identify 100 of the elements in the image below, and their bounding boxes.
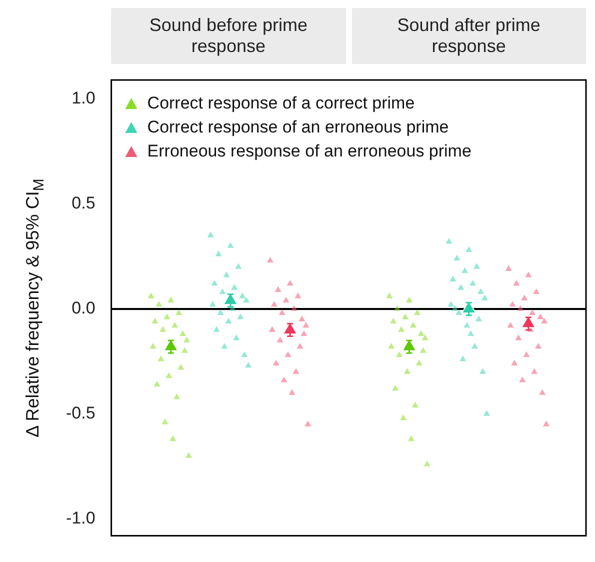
point xyxy=(541,318,548,324)
point xyxy=(458,284,464,290)
point xyxy=(410,322,416,328)
point xyxy=(270,300,278,307)
point xyxy=(416,360,422,366)
point xyxy=(412,402,418,408)
point xyxy=(509,300,516,307)
point xyxy=(274,286,282,292)
point xyxy=(469,280,476,286)
point xyxy=(215,250,222,256)
point xyxy=(284,351,292,358)
point xyxy=(406,296,413,302)
point xyxy=(402,314,409,320)
point xyxy=(296,342,304,349)
point xyxy=(302,322,310,328)
point xyxy=(245,362,252,368)
legend-label: Erroneous response of an erroneous prime xyxy=(147,142,472,161)
point xyxy=(479,368,486,374)
point xyxy=(290,305,298,311)
point xyxy=(154,380,160,386)
point xyxy=(152,318,158,324)
y-tick-label: 0.0 xyxy=(72,298,96,318)
point xyxy=(483,410,490,416)
text: Sound before prime response xyxy=(111,8,346,64)
point xyxy=(535,342,542,349)
point xyxy=(515,334,522,340)
point xyxy=(276,336,284,342)
point xyxy=(150,342,156,349)
point xyxy=(404,368,411,374)
point xyxy=(178,364,184,370)
point xyxy=(446,238,452,244)
point xyxy=(166,372,172,378)
point xyxy=(209,300,216,307)
point xyxy=(223,272,230,278)
text: Sound after prime response xyxy=(352,8,586,64)
point xyxy=(213,326,220,332)
point xyxy=(519,376,526,382)
point xyxy=(268,326,276,332)
point xyxy=(402,338,417,352)
point xyxy=(464,322,470,328)
point xyxy=(521,294,528,300)
point xyxy=(539,389,546,395)
point xyxy=(452,305,458,311)
point xyxy=(513,280,520,286)
point xyxy=(292,368,300,374)
point xyxy=(422,334,428,340)
point xyxy=(227,242,234,248)
point xyxy=(207,232,214,238)
point xyxy=(394,305,401,311)
point xyxy=(180,330,186,336)
point xyxy=(408,435,415,442)
point xyxy=(531,368,538,374)
point xyxy=(388,342,395,349)
y-tick-label: -0.5 xyxy=(66,404,96,423)
point xyxy=(148,292,154,298)
point xyxy=(168,296,174,302)
point xyxy=(158,356,164,362)
y-tick-label: 1.0 xyxy=(72,88,96,108)
point xyxy=(537,314,544,320)
point xyxy=(450,276,456,282)
point xyxy=(523,351,530,358)
point xyxy=(398,326,405,332)
point xyxy=(237,314,244,320)
point xyxy=(170,435,176,442)
point xyxy=(282,296,290,302)
point xyxy=(525,272,532,278)
point xyxy=(233,334,240,340)
point xyxy=(298,316,306,322)
point xyxy=(181,347,188,353)
point xyxy=(424,460,430,466)
point xyxy=(231,284,238,290)
point xyxy=(418,330,424,336)
point xyxy=(304,420,312,426)
legend-label: Correct response of a correct prime xyxy=(147,94,415,113)
point xyxy=(286,280,294,286)
point xyxy=(225,318,232,324)
point xyxy=(511,360,518,366)
point xyxy=(266,256,274,263)
point xyxy=(219,288,226,294)
point xyxy=(176,309,182,316)
point xyxy=(185,452,192,458)
point xyxy=(481,294,488,300)
point xyxy=(294,292,302,298)
point xyxy=(392,384,399,391)
point xyxy=(217,309,224,316)
point xyxy=(471,342,478,349)
point xyxy=(280,376,288,382)
point xyxy=(505,265,512,271)
point xyxy=(183,336,190,342)
point xyxy=(466,246,472,252)
point xyxy=(235,263,242,269)
point xyxy=(174,393,180,400)
point xyxy=(386,292,393,298)
point xyxy=(454,254,460,260)
point xyxy=(473,263,480,269)
point xyxy=(396,351,403,358)
point xyxy=(420,347,426,353)
point xyxy=(542,420,550,426)
y-tick-label: 0.5 xyxy=(72,194,96,213)
point xyxy=(300,330,308,336)
